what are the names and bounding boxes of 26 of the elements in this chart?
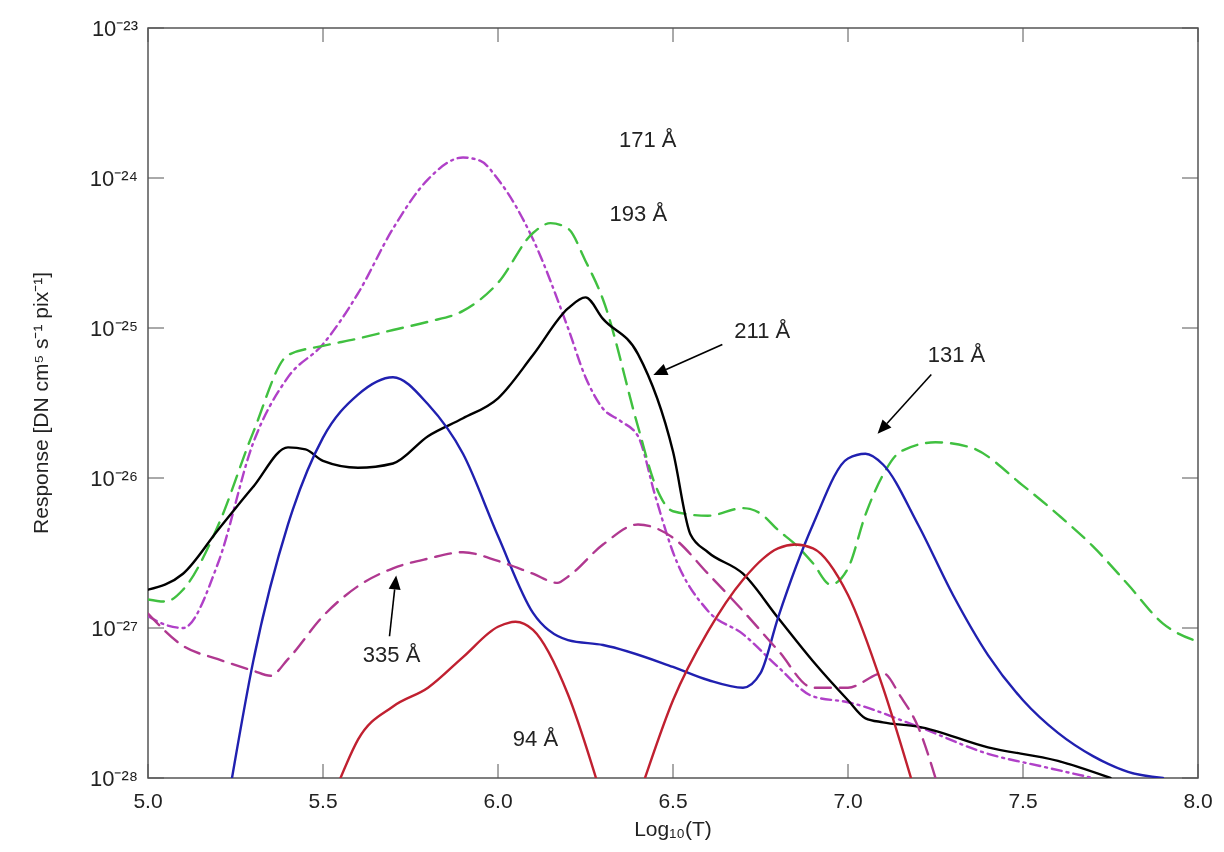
y-tick-label: 10⁻²⁶ xyxy=(90,466,138,491)
x-tick-label: 6.5 xyxy=(658,789,688,812)
line-series xyxy=(148,296,1112,778)
y-tick-label: 10⁻²⁷ xyxy=(91,616,139,641)
x-tick-label: 8.0 xyxy=(1183,789,1213,812)
line-series xyxy=(148,523,937,778)
x-tick-label: 7.5 xyxy=(1008,789,1038,812)
x-tick-label: 6.0 xyxy=(483,789,513,812)
y-axis-title: Response [DN cm⁵ s⁻¹ pix⁻¹] xyxy=(29,272,52,534)
annotation: 211 Å xyxy=(734,317,791,343)
x-tick-label: 5.5 xyxy=(308,789,338,812)
line-series xyxy=(643,543,913,778)
annotation: 335 Å xyxy=(362,642,421,668)
y-tick-label: 10⁻²⁸ xyxy=(89,766,138,791)
x-tick-label: 5.0 xyxy=(133,789,163,812)
annotation: 131 Å xyxy=(927,342,986,368)
x-tick-label: 7.0 xyxy=(833,789,863,812)
annotation: 94 Å xyxy=(512,726,559,752)
annotation: 193 Å xyxy=(609,201,668,227)
line-series xyxy=(230,375,1165,778)
y-tick-label: 10⁻²³ xyxy=(91,16,138,41)
annotation: 171 Å xyxy=(619,127,677,152)
line-series xyxy=(339,620,598,778)
y-tick-label: 10⁻²⁴ xyxy=(89,166,138,191)
x-axis-title: Log₁₀(T) xyxy=(634,817,712,840)
y-tick-label: 10⁻²⁵ xyxy=(90,316,138,341)
